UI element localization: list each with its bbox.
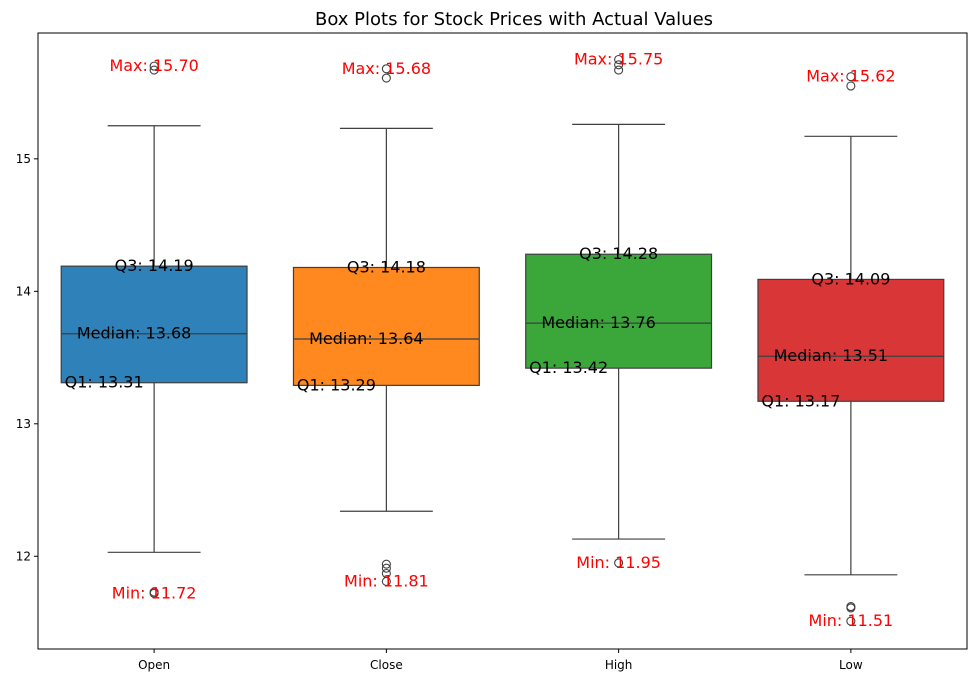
outlier-point xyxy=(381,576,391,586)
annotation-q3: Q3: 14.18 xyxy=(347,257,426,276)
plot-frame xyxy=(37,32,968,650)
annotation-min: Min: 11.95 xyxy=(576,553,661,572)
annotation-max: Max: 15.75 xyxy=(574,49,663,68)
box-group-open: Max: 15.70 Q3: 14.19 Median: 13.68 Q1: 13.3… xyxy=(60,56,248,602)
x-tick-label: Open xyxy=(138,658,170,672)
annotation-max: Max: 15.62 xyxy=(806,67,895,86)
outlier-point xyxy=(614,65,624,75)
annotation-q1: Q1: 13.42 xyxy=(529,358,608,377)
outlier-point xyxy=(846,603,856,613)
annotation-q3: Q3: 14.09 xyxy=(811,269,890,288)
y-tick-label: 13 xyxy=(16,417,31,431)
annotation-q1: Q1: 13.29 xyxy=(297,375,376,394)
x-tick-label: High xyxy=(605,658,633,672)
box-group-high: Max: 15.75 Q3: 14.28 Median: 13.76 Q1: 13.4… xyxy=(525,49,713,572)
y-tick-label: 12 xyxy=(16,549,31,563)
outlier-point xyxy=(846,81,856,91)
x-tick-label: Low xyxy=(839,658,863,672)
annotation-q1: Q1: 13.31 xyxy=(65,373,144,392)
box-group-close: Max: 15.68 Q3: 14.18 Median: 13.64 Q1: 13.2… xyxy=(292,59,480,590)
box-group-low: Max: 15.62 Q3: 14.09 Median: 13.51 Q1: 13.1… xyxy=(757,67,945,630)
outlier-point xyxy=(381,559,391,569)
annotation-median: Median: 13.51 xyxy=(774,346,888,365)
outlier-point xyxy=(149,587,159,597)
outlier-point xyxy=(614,54,624,65)
outlier-point xyxy=(149,65,159,75)
annotation-q3: Q3: 14.19 xyxy=(115,256,194,275)
outlier-point xyxy=(381,64,391,74)
annotation-q1: Q1: 13.17 xyxy=(761,391,840,410)
outlier-point xyxy=(614,558,624,568)
annotation-median: Median: 13.76 xyxy=(541,313,655,332)
annotation-min: Min: 11.51 xyxy=(809,611,894,630)
annotation-min: Min: 11.72 xyxy=(112,583,197,602)
chart-title: Box Plots for Stock Prices with Actual V… xyxy=(315,9,713,30)
x-tick-label: Close xyxy=(370,658,403,672)
outlier-point xyxy=(846,72,856,82)
annotation-q3: Q3: 14.28 xyxy=(579,244,658,263)
outlier-point xyxy=(381,73,391,83)
outlier-point xyxy=(381,563,391,573)
outlier-point xyxy=(149,61,159,71)
annotation-min: Min: 11.81 xyxy=(344,571,429,590)
outlier-point xyxy=(846,616,856,626)
iqr-box xyxy=(757,278,945,402)
plot-area: 12 13 14 15 Open Close High Low Max: 15.70 Q3: 14… xyxy=(16,32,968,672)
iqr-box xyxy=(292,266,480,386)
iqr-box xyxy=(525,253,713,369)
outlier-point xyxy=(614,60,624,70)
y-tick-label: 14 xyxy=(16,284,31,298)
annotation-max: Max: 15.68 xyxy=(342,59,431,78)
y-tick-label: 15 xyxy=(16,152,31,166)
annotation-median: Median: 13.64 xyxy=(309,329,423,348)
annotation-median: Median: 13.68 xyxy=(77,324,191,343)
annotation-max: Max: 15.70 xyxy=(109,56,198,75)
iqr-box xyxy=(60,265,248,384)
